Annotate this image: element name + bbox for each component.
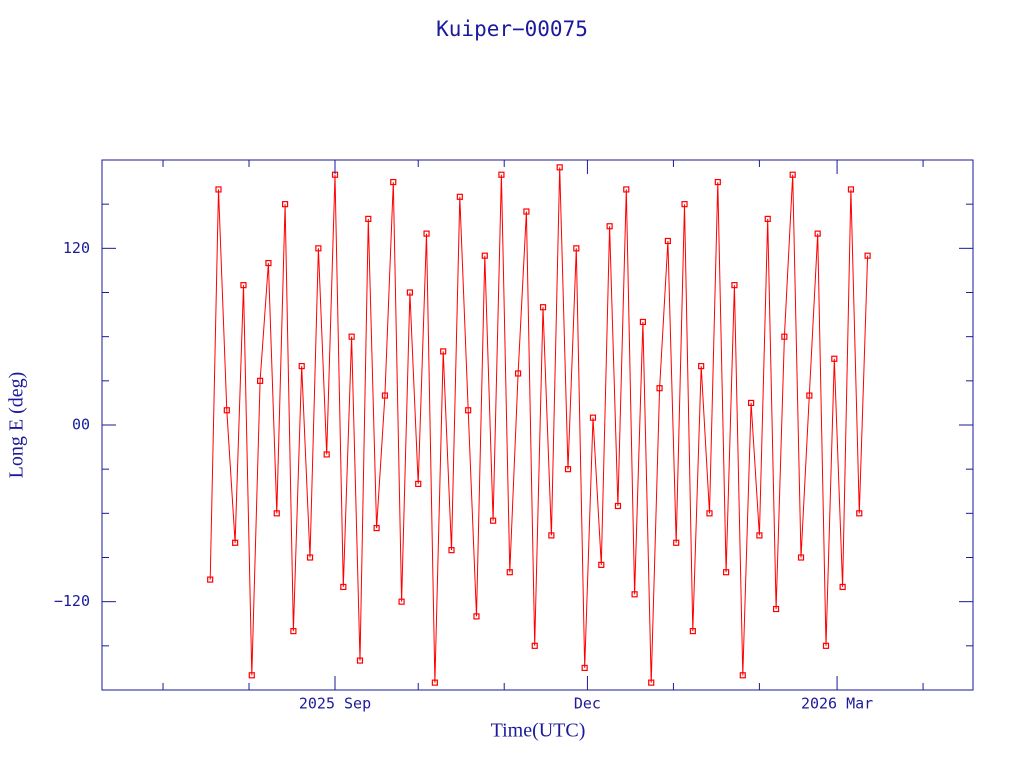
data-point [356,657,364,664]
data-point [373,524,380,532]
x-tick-label: 2026 Mar [801,695,873,713]
data-point [315,245,322,252]
y-tick-label: 120 [63,239,90,257]
data-point [365,215,372,222]
data-point [856,510,863,517]
data-point [398,598,405,605]
data-point [831,355,838,362]
series-line [209,167,869,683]
data-point [656,385,663,392]
data-point [481,252,488,259]
data-point [548,532,555,539]
data-point [564,466,572,473]
data-point [381,392,389,399]
data-point [232,539,239,546]
data-point [648,679,655,686]
data-point [731,282,738,289]
data-point [573,245,580,252]
data-point [739,672,746,679]
data-point [781,333,788,340]
data-point [448,547,455,554]
data-point [456,193,463,200]
data-point [614,502,622,510]
plot-area [207,164,871,686]
data-point [772,605,780,613]
data-point [631,591,638,598]
data-point [298,363,305,370]
data-point [606,223,613,230]
data-point [223,407,230,414]
data-point [714,178,721,186]
data-point [498,171,505,178]
data-point [248,672,255,679]
data-point [240,282,247,289]
data-point [465,407,472,414]
data-point [506,569,513,576]
data-point [207,576,214,583]
y-axis-label: Long E (deg) [6,372,28,479]
data-point [623,186,630,193]
y-tick-label: −120 [54,592,90,610]
data-point [814,230,821,237]
data-point [689,628,696,635]
data-point [681,201,688,208]
data-point [589,414,597,421]
data-point [839,583,846,591]
data-point [215,186,222,193]
plot-frame [101,159,974,691]
data-point [556,164,563,171]
data-point [747,399,755,407]
data-point [756,532,763,539]
data-point [423,230,430,237]
data-point [265,259,272,267]
data-point [390,178,397,186]
data-point [473,613,480,620]
data-point [257,377,264,384]
x-tick-label: Dec [574,695,601,713]
data-point [514,370,522,377]
data-point [348,333,355,340]
chart-title: Kuiper−00075 [436,17,588,41]
y-tick-label: 00 [72,416,90,434]
data-point [306,554,314,561]
data-point [340,583,347,591]
data-point [847,186,855,193]
data-point [764,215,771,222]
data-point [797,554,805,561]
data-point [273,510,280,517]
data-point [490,517,497,524]
data-point [789,171,796,178]
data-point [673,539,680,546]
data-point [822,642,830,649]
data-point [406,289,414,296]
data-point [531,642,538,649]
data-point [415,480,422,487]
x-tick-label: 2025 Sep [299,695,371,713]
data-point [664,237,671,245]
data-point [290,628,297,635]
data-point [523,208,530,215]
data-point [723,569,730,576]
data-point [539,304,547,311]
data-point [323,451,330,458]
data-point [581,664,588,672]
x-axis-label: Time(UTC) [491,720,586,742]
data-point [431,679,438,686]
data-point [440,348,447,355]
data-point [598,561,605,568]
data-point [281,201,289,208]
data-point [864,252,871,259]
data-point [806,392,813,399]
data-point [639,318,647,326]
data-point [698,363,705,370]
data-point [706,510,713,517]
